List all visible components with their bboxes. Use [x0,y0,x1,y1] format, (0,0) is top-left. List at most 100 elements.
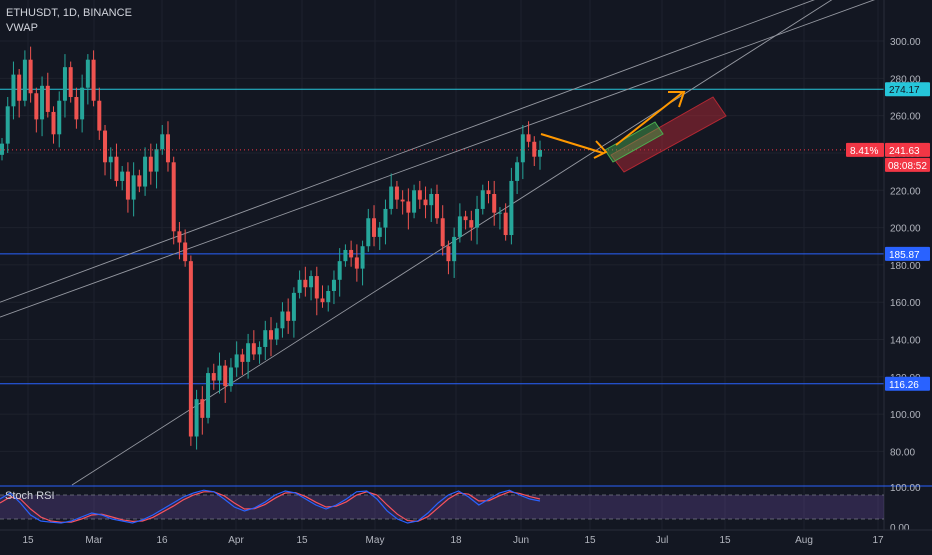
candle-body [74,97,79,120]
level-price-badge [885,82,930,97]
candle-body [515,162,520,181]
time-tick-label: 15 [719,535,731,546]
candle-body [194,399,199,437]
candle-body [11,74,16,107]
arrow-down-head [593,140,608,159]
horizontal-levels [0,88,884,385]
countdown-badge [885,157,930,172]
time-axis-bg [0,530,932,550]
candle-body [394,186,399,200]
candle-body [537,149,543,157]
candle-body [503,212,508,236]
candle-body [34,93,39,120]
price-tick-label: 180.00 [890,261,921,272]
price-tick-label: 220.00 [890,186,921,197]
candle-body [331,279,336,291]
level-price-badge [885,376,930,391]
candle-body [125,171,130,200]
time-tick-label: Aug [795,535,813,546]
candle-body [400,199,405,202]
candle-body [492,194,497,213]
candle-body [137,175,142,187]
level-price-label: 274.17 [889,85,920,96]
projected-red-zone [610,96,727,173]
candle-body [183,242,188,262]
level-price-badge [885,246,930,261]
candle-body [143,156,148,187]
candle-body [0,143,5,155]
candle-body [148,156,153,172]
price-tick-label: 140.00 [890,336,921,347]
indicator-name: VWAP [6,22,38,34]
candle-body [57,100,62,135]
stoch-tick-label: 0.00 [890,523,910,534]
candle-body [314,276,319,299]
trendline-upper-1 [0,0,876,318]
candle-body [51,111,56,135]
current-price-badge [885,142,930,157]
time-axis: 15 Mar 16 Apr 15 May 18 Jun 15 Jul 15 Aug 17 [0,529,932,550]
candle-body [480,190,485,209]
candle-body [532,141,537,157]
price-tick-label: 100.00 [890,410,921,421]
candle-body [246,343,251,362]
stoch-tick-label: 100.00 [890,483,921,494]
candle-body [177,231,182,243]
change-pct-label: 8.41% [850,146,878,157]
arrow-down-path [540,133,604,154]
candle-body [440,218,445,247]
candle-body [343,249,348,262]
current-price-label: 241.63 [889,146,920,157]
candle-body [274,328,279,340]
price-tick-label: 200.00 [890,224,921,235]
candle-body [309,276,314,288]
candle-body [417,190,422,200]
candle-body [446,246,451,262]
trendline-upper-2 [0,0,815,303]
candle-body [434,194,439,219]
time-tick-label: 16 [156,535,168,546]
candle-body [160,134,165,150]
candle-body [257,346,262,355]
stoch-d-line [0,491,541,523]
countdown-label: 08:08:52 [888,161,927,172]
candle-body [377,227,382,237]
candle-body [486,190,491,194]
arrow-up-path [615,92,683,146]
candle-body [223,365,228,387]
stoch-rsi-title: Stoch RSI [5,490,55,502]
candle-body [297,279,302,293]
candle-body [457,216,462,237]
candle-body [97,100,102,131]
candle-body [509,180,514,236]
candle-body [17,74,22,101]
time-tick-label: 15 [22,535,34,546]
candle-body [520,134,525,163]
price-axis: 300.00280.00260.00240.00220.00200.00180.… [846,0,932,550]
time-tick-label: 18 [450,535,462,546]
time-tick-label: Jul [656,535,669,546]
candle-body [234,354,239,368]
time-tick-label: Jun [513,535,529,546]
arrow-up-head [668,91,686,108]
candle-body [114,156,119,181]
candle-body [406,201,411,213]
candle-body [165,134,170,163]
grid-lines [0,0,884,530]
legend: ETHUSDT, 1D, BINANCE VWAP [6,6,132,36]
candle-body [526,134,531,142]
price-tick-label: 260.00 [890,112,921,123]
candle-body [22,59,27,101]
candle-body [326,291,331,303]
candle-body [263,330,268,347]
candle-body [423,199,428,206]
candle-body [412,190,417,213]
stoch-band [0,495,884,519]
time-tick-label: 15 [584,535,596,546]
candle-body [372,218,377,237]
candle-body [240,354,245,362]
candle-body [268,330,274,340]
